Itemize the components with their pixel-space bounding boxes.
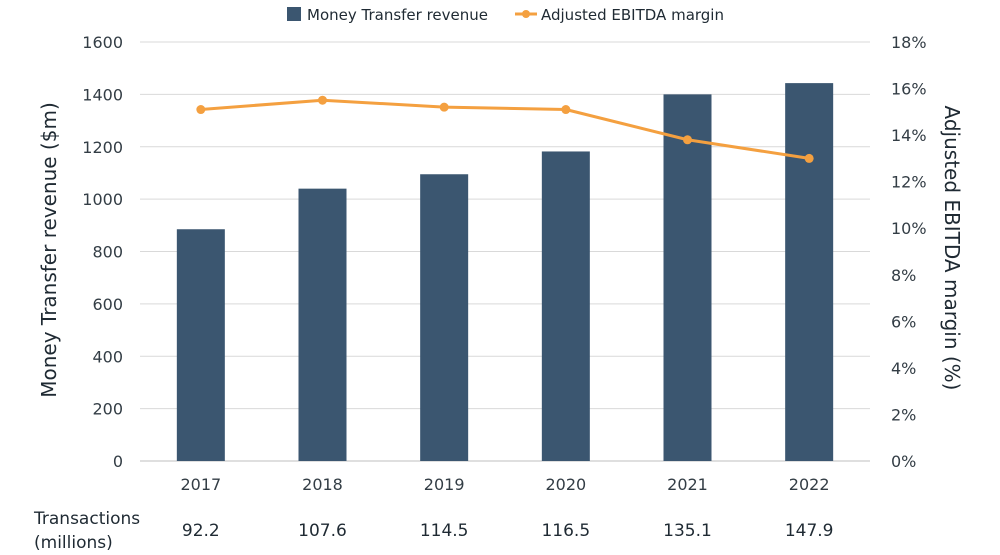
margin-line — [200, 98, 810, 160]
legend-swatch-margin-dot — [522, 10, 530, 18]
transactions-value: 92.2 — [182, 521, 220, 541]
y-tick-label: 1400 — [82, 85, 123, 104]
transactions-value: 147.9 — [785, 521, 834, 541]
x-tick-label: 2022 — [789, 475, 830, 494]
y-axis-right-ticks: 0% 2% 4% 6% 8% 10% 12% 14% 16% 18% — [891, 33, 927, 471]
x-tick-label: 2020 — [545, 475, 586, 494]
y-axis-left-ticks: 0 200 400 600 800 1000 1200 1400 1600 — [82, 33, 123, 471]
y-axis-right-title: Adjusted EBITDA margin (%) — [940, 106, 964, 391]
bar — [785, 83, 834, 461]
line-series — [196, 95, 814, 163]
x-tick-label: 2019 — [424, 475, 465, 494]
y2-tick-label: 8% — [891, 266, 916, 285]
legend-label-revenue: Money Transfer revenue — [307, 6, 488, 24]
y-tick-label: 800 — [92, 243, 123, 262]
y2-tick-label: 16% — [891, 80, 927, 99]
bar — [298, 188, 347, 461]
y-tick-label: 1600 — [82, 33, 123, 52]
transactions-value: 114.5 — [420, 521, 469, 541]
transactions-label-line2: (millions) — [34, 533, 113, 553]
y2-tick-label: 18% — [891, 33, 927, 52]
bar — [420, 174, 469, 461]
line-point — [804, 153, 814, 163]
y2-tick-label: 14% — [891, 126, 927, 145]
legend: Money Transfer revenue Adjusted EBITDA m… — [287, 6, 724, 24]
legend-label-margin: Adjusted EBITDA margin — [541, 6, 724, 24]
line-point — [439, 102, 449, 112]
bar — [176, 229, 225, 461]
y-tick-label: 200 — [92, 400, 123, 419]
y2-tick-label: 4% — [891, 359, 916, 378]
line-point — [561, 105, 571, 115]
y-tick-label: 400 — [92, 347, 123, 366]
y-tick-label: 600 — [92, 295, 123, 314]
y2-tick-label: 0% — [891, 452, 916, 471]
x-tick-label: 2018 — [302, 475, 343, 494]
y-axis-left-title: Money Transfer revenue ($m) — [37, 102, 61, 398]
transactions-label-line1: Transactions — [33, 509, 140, 529]
y2-tick-label: 6% — [891, 312, 916, 331]
transactions-value: 135.1 — [663, 521, 712, 541]
bar — [541, 151, 590, 461]
bar-series — [176, 83, 834, 461]
y2-tick-label: 2% — [891, 405, 916, 424]
y2-tick-label: 10% — [891, 219, 927, 238]
x-tick-label: 2017 — [180, 475, 221, 494]
line-point — [318, 95, 327, 105]
line-point — [196, 105, 206, 115]
bar — [663, 94, 712, 461]
legend-swatch-revenue — [287, 7, 301, 21]
y-tick-label: 1000 — [82, 190, 123, 209]
transactions-row: 92.2 107.6 114.5 116.5 135.1 147.9 — [182, 521, 834, 541]
y2-tick-label: 12% — [891, 173, 927, 192]
transactions-value: 107.6 — [298, 521, 347, 541]
y-tick-label: 1200 — [82, 138, 123, 157]
line-point — [683, 135, 692, 145]
gridlines — [140, 41, 870, 462]
transactions-value: 116.5 — [541, 521, 590, 541]
y-tick-label: 0 — [113, 452, 123, 471]
x-tick-label: 2021 — [667, 475, 708, 494]
x-axis-ticks: 2017 2018 2019 2020 2021 2022 — [180, 475, 829, 494]
